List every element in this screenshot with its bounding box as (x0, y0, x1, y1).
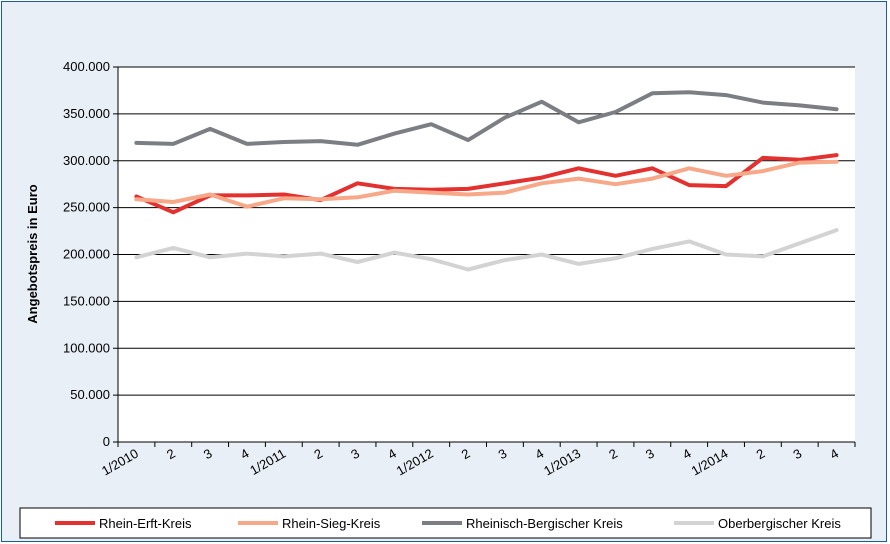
y-tick-label: 300.000 (63, 153, 110, 168)
x-tick-label: 1/2011 (247, 446, 288, 478)
y-tick-label: 350.000 (63, 106, 110, 121)
y-tick-label: 200.000 (63, 247, 110, 262)
x-tick-label: 1/2013 (541, 446, 583, 479)
y-tick-label: 250.000 (63, 200, 110, 215)
y-tick-label: 150.000 (63, 293, 110, 308)
x-axis-ticks: 1/2010 2 3 41/2011 2 3 41/2012 2 3 41/2013 2 3 41/20… (99, 442, 856, 479)
legend-label: Rheinisch-Bergischer Kreis (466, 516, 623, 531)
x-tick-label: 2 (606, 446, 620, 463)
legend-label: Rhein-Sieg-Kreis (282, 516, 381, 531)
x-tick-label: 4 (827, 446, 841, 463)
x-tick-label: 1/2010 (99, 446, 141, 479)
x-tick-label: 4 (680, 446, 694, 463)
y-axis-label: Angebotspreis in Euro (25, 184, 40, 323)
x-tick-label: 4 (238, 446, 252, 463)
x-tick-label: 2 (311, 446, 325, 463)
series-line (134, 153, 839, 215)
legend-label: Oberbergischer Kreis (718, 516, 841, 531)
gridlines (117, 66, 855, 443)
x-tick-label: 2 (459, 446, 473, 463)
x-tick-label: 3 (643, 446, 657, 463)
x-tick-label: 3 (201, 446, 215, 463)
x-tick-label: 1/2012 (394, 446, 436, 479)
x-tick-label: 2 (754, 446, 768, 463)
series-line (134, 90, 839, 147)
y-tick-label: 50.000 (70, 387, 110, 402)
x-tick-label: 1/2014 (689, 446, 731, 479)
y-tick-label: 0 (103, 434, 110, 449)
y-tick-label: 400.000 (63, 59, 110, 74)
series-lines (134, 90, 839, 272)
x-tick-label: 4 (533, 446, 547, 463)
x-tick-label: 3 (790, 446, 804, 463)
series-line (134, 159, 839, 209)
x-tick-label: 4 (385, 446, 399, 463)
x-tick-label: 3 (348, 446, 362, 463)
legend-label: Rhein-Erft-Kreis (99, 516, 192, 531)
x-tick-label: 3 (496, 446, 510, 463)
y-axis-ticks: 0 50.000 100.000 150.000 200.000 250.000 300.0… (63, 59, 118, 449)
series-line (134, 228, 839, 272)
y-tick-label: 100.000 (63, 340, 110, 355)
legend: Rhein-Erft-Kreis Rhein-Sieg-Kreis Rheinisc… (19, 507, 872, 539)
x-tick-label: 2 (164, 446, 178, 463)
